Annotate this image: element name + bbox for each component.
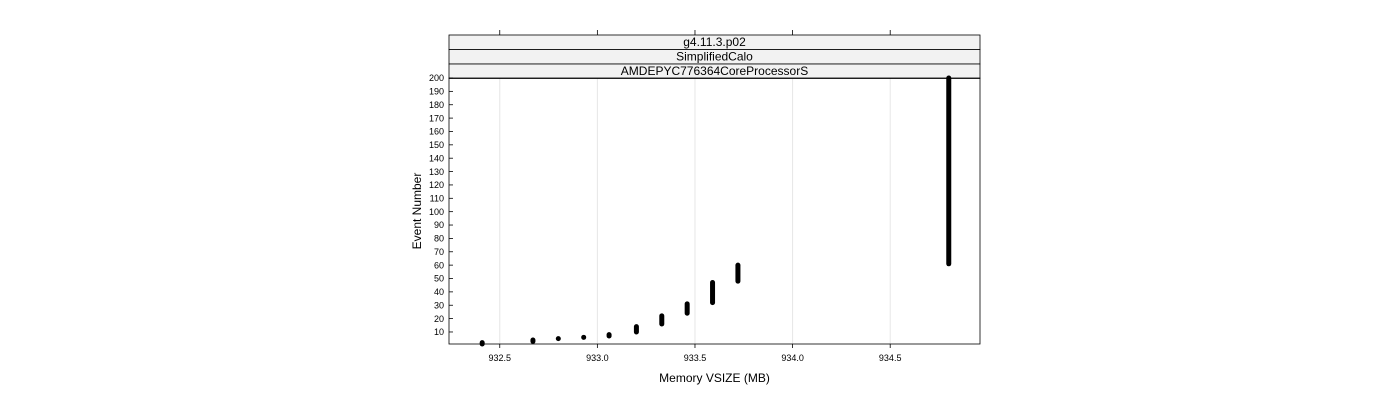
x-axis-title: Memory VSIZE (MB) [659,371,770,385]
y-tick-label: 120 [429,180,444,190]
y-tick-label: 80 [434,234,444,244]
y-tick-label: 160 [429,127,444,137]
y-tick-label: 100 [429,207,444,217]
y-tick-label: 20 [434,314,444,324]
y-tick-label: 50 [434,274,444,284]
strip-label: SimplifiedCalo [676,50,753,64]
data-points [479,75,952,347]
x-tick-label: 934.0 [781,353,804,363]
y-tick-label: 60 [434,260,444,270]
strip-headers: g4.11.3.p02SimplifiedCaloAMDEPYC776364Co… [448,34,981,79]
x-tick-label: 932.5 [488,353,511,363]
x-tick-label: 934.5 [879,353,902,363]
y-tick-label: 130 [429,167,444,177]
strip-label: g4.11.3.p02 [683,35,746,49]
y-tick-label: 70 [434,247,444,257]
x-tick-label: 933.0 [586,353,609,363]
y-tick-label: 110 [430,194,444,204]
y-tick-label: 90 [434,220,444,230]
panel-border [448,77,981,345]
y-tick-label: 200 [429,73,444,83]
y-tick-label: 190 [429,87,444,97]
y-tick-label: 170 [429,113,444,123]
y-axis-title: Event Number [410,173,424,250]
y-tick-label: 150 [429,140,444,150]
y-tick-label: 180 [429,100,444,110]
strip-box [448,63,981,79]
x-tick-label: 933.5 [684,353,707,363]
y-tick-label: 10 [434,327,444,337]
axis-ticks: 932.5 933.0 933.5 934.0 934.5 10 20 30 40 50 60 70 8… [429,30,901,363]
y-tick-label: 40 [434,287,444,297]
strip-label: AMDEPYC776364CoreProcessorS [621,64,808,78]
y-tick-label: 30 [434,300,444,310]
grid-lines [499,78,891,344]
y-tick-label: 140 [429,153,444,163]
